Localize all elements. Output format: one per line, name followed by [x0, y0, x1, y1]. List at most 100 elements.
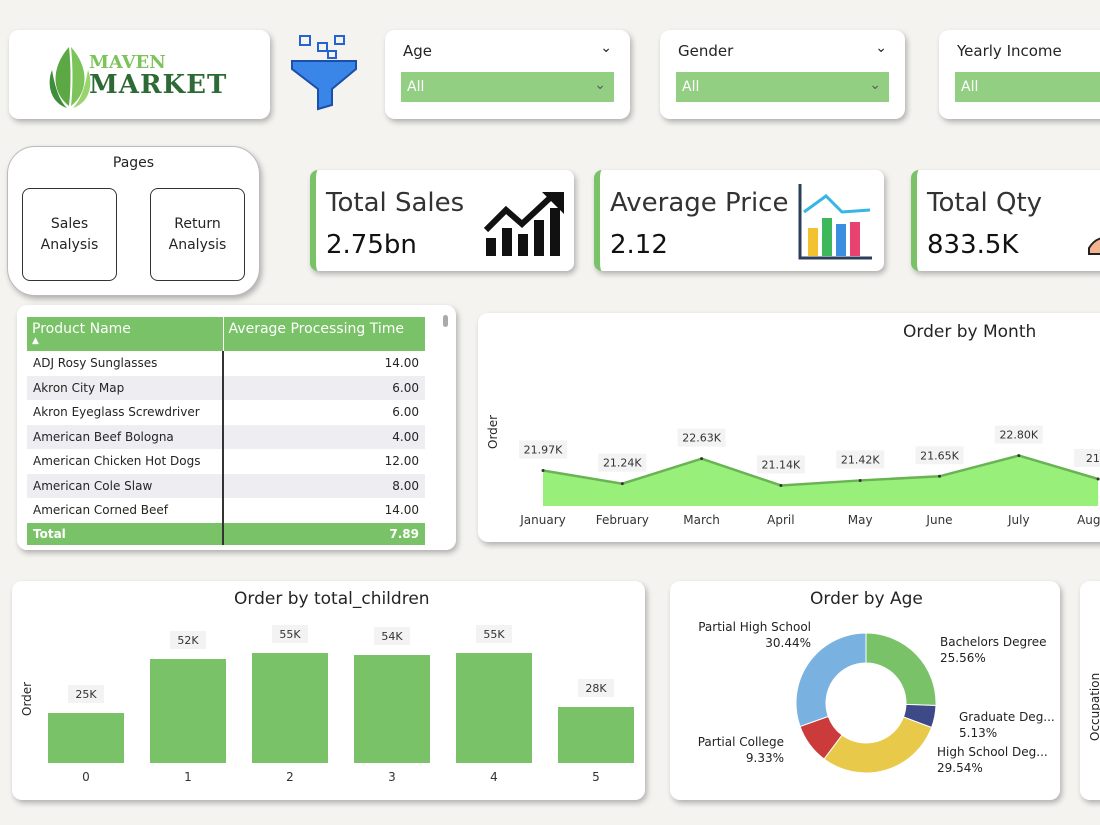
header-label: Average Processing Time — [228, 321, 404, 337]
kpi-value: 833.5K — [927, 230, 1019, 260]
button-label: Return Analysis — [168, 215, 227, 253]
data-label-bg — [1074, 449, 1100, 467]
table-row[interactable]: American Chicken Hot Dogs 12.00 — [27, 449, 425, 474]
table-row[interactable]: American Corned Beef 14.00 — [27, 498, 425, 523]
donut-slice — [865, 632, 937, 706]
yearly-income-dropdown[interactable]: All — [955, 72, 1100, 102]
data-label-bg — [68, 685, 104, 703]
processing-time-cell: 6.00 — [392, 405, 419, 420]
kpi-average-price: Average Price 2.12 — [594, 170, 884, 271]
y-axis-label: Occupation — [1088, 672, 1100, 741]
chevron-down-icon[interactable]: ⌄ — [600, 40, 612, 56]
processing-time-cell: 12.00 — [384, 454, 419, 469]
chart-title: Order by Month — [903, 322, 1037, 342]
column-header-avg-processing-time[interactable]: Average Processing Time — [222, 317, 425, 351]
kpi-total-sales: Total Sales 2.75bn — [310, 170, 574, 271]
table-row[interactable]: ADJ Rosy Sunglasses 14.00 — [27, 351, 425, 376]
slice-percent: 29.54% — [937, 761, 983, 775]
leaf-logo-icon — [49, 47, 91, 108]
slicer-label: Age — [403, 42, 433, 60]
logo-text-market: MARKET — [89, 70, 228, 100]
data-label: 55K — [279, 628, 301, 641]
chevron-down-icon: ⌄ — [869, 77, 881, 93]
data-label: 22.63K — [682, 432, 721, 445]
data-label-bg — [598, 453, 647, 472]
x-tick-label: 3 — [388, 770, 396, 784]
data-label-bg — [374, 627, 410, 645]
bar-plot: 25K 0 52K 1 55K 2 54K 3 55K 4 28K 5 — [48, 625, 634, 784]
processing-time-cell: 14.00 — [384, 356, 419, 371]
donut-slice — [795, 632, 867, 728]
data-label: 21.97K — [524, 444, 563, 457]
product-name-cell: Akron City Map — [27, 375, 225, 400]
logo-text-maven: MAVEN — [89, 52, 166, 73]
maven-market-logo: MAVEN MARKET — [9, 30, 270, 119]
x-tick-label: 2 — [286, 770, 294, 784]
scrollbar-thumb[interactable] — [443, 315, 448, 327]
selected-value: All — [407, 79, 425, 95]
sales-analysis-button[interactable]: Sales Analysis — [22, 188, 117, 281]
data-label: 28K — [585, 682, 607, 695]
occupation-chart: Occupation — [1080, 581, 1100, 800]
slice-label: Partial High School — [698, 620, 811, 634]
product-name-cell: American Cole Slaw — [27, 473, 225, 498]
x-tick-label: 4 — [490, 770, 498, 784]
table-row[interactable]: American Beef Bologna 4.00 — [27, 424, 425, 449]
slice-label: Bachelors Degree — [940, 635, 1047, 649]
order-by-month-chart: Order by Month Order 21.97K January 21.24K… — [478, 313, 1100, 542]
age-dropdown[interactable]: All ⌄ — [401, 72, 614, 102]
data-label: 54K — [381, 630, 403, 643]
slice-percent: 25.56% — [940, 651, 986, 665]
chevron-down-icon[interactable]: ⌄ — [875, 40, 887, 56]
total-label: Total — [27, 522, 225, 545]
yearly-income-slicer[interactable]: Yearly Income All — [939, 30, 1100, 119]
data-point — [620, 482, 624, 486]
bar — [558, 707, 634, 763]
kpi-label: Average Price — [610, 188, 789, 218]
table-row[interactable]: American Cole Slaw 8.00 — [27, 473, 425, 498]
order-by-age-chart: Order by Age Bachelors Degree 25.56% Gradu… — [670, 581, 1060, 800]
selected-value: All — [682, 79, 700, 95]
data-label-bg — [994, 425, 1043, 444]
kpi-label: Total Sales — [326, 188, 465, 218]
filter-funnel-icon — [291, 35, 357, 111]
trend-up-chart-icon — [484, 192, 564, 256]
product-name-cell: ADJ Rosy Sunglasses — [27, 351, 225, 376]
table-row[interactable]: Akron Eyeglass Screwdriver 6.00 — [27, 400, 425, 425]
slice-percent: 9.33% — [746, 751, 784, 765]
x-tick-label: January — [519, 513, 566, 527]
total-value: 7.89 — [223, 522, 425, 545]
column-header-product-name[interactable]: Product Name ▲ — [27, 317, 224, 351]
gender-dropdown[interactable]: All ⌄ — [676, 72, 889, 102]
x-tick-label: April — [767, 513, 794, 527]
kpi-label: Total Qty — [927, 188, 1043, 218]
hand-coin-icon — [1088, 237, 1100, 255]
area-plot: 21.97K January 21.24K February 22.63K March 21… — [519, 425, 1100, 527]
data-point — [1096, 477, 1100, 481]
series-line — [542, 454, 1099, 487]
data-label-bg — [578, 679, 614, 697]
data-label: 25K — [75, 688, 97, 701]
gender-slicer[interactable]: Gender ⌄ All ⌄ — [660, 30, 905, 119]
age-slicer[interactable]: Age ⌄ All ⌄ — [385, 30, 630, 119]
bar — [456, 653, 532, 763]
table-row[interactable]: Akron City Map 6.00 — [27, 375, 425, 400]
return-analysis-button[interactable]: Return Analysis — [150, 188, 245, 281]
data-point — [700, 457, 704, 461]
data-label-bg — [756, 455, 805, 474]
data-point — [1017, 454, 1021, 458]
slice-percent: 5.13% — [959, 726, 997, 740]
bar — [252, 653, 328, 763]
x-tick-label: 1 — [184, 770, 192, 784]
data-label-bg — [915, 446, 964, 465]
data-label-bg — [836, 450, 885, 469]
data-label: 21.14K — [762, 458, 801, 471]
data-label-bg — [476, 625, 512, 643]
chart-title: Order by total_children — [234, 589, 430, 609]
chart-title: Order by Age — [810, 589, 923, 609]
data-label-bg — [677, 428, 726, 447]
x-tick-label: 5 — [592, 770, 600, 784]
donut-plot: Bachelors Degree 25.56% Graduate Deg... 5.1… — [698, 620, 1055, 775]
data-label: 21.24K — [603, 457, 642, 470]
kpi-value: 2.12 — [610, 230, 668, 260]
